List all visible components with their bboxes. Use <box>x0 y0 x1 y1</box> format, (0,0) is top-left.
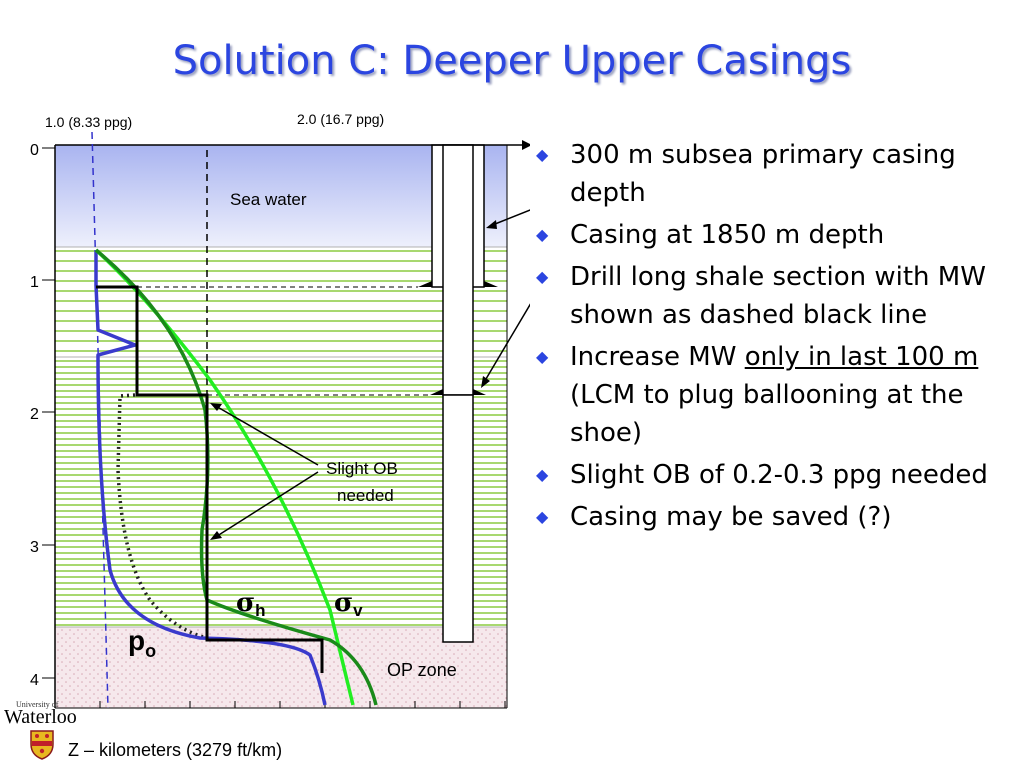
pore-pressure-curve <box>94 250 327 706</box>
logo-name-text: Waterloo <box>4 706 77 728</box>
slight-ob-label-line1: Slight OB <box>326 459 398 478</box>
mud-weight-staircase <box>96 285 324 673</box>
diamond-bullet-icon: ◆ <box>536 225 549 244</box>
bullet-item: ◆ Casing may be saved (?) <box>530 498 1020 536</box>
upper-casing-shoe-right <box>484 281 498 287</box>
mud-weight-dotted-line <box>116 393 208 640</box>
pore-pressure-label: po <box>128 625 156 661</box>
upper-casing-shoe-left <box>418 281 432 287</box>
depth-tick-2: 2 <box>30 406 39 423</box>
bullet-list: ◆ 300 m subsea primary casing depth ◆ Casi… <box>530 136 1020 540</box>
slight-ob-arrow-lower <box>213 471 319 539</box>
logo-university-text: University of <box>16 700 59 709</box>
casing-depth-diagram: 0 1 2 3 4 1.0 (8.33 ppg) 2.0 (16.7 ppg) <box>30 111 530 709</box>
depth-tick-3: 3 <box>30 539 39 556</box>
depth-tick-4: 4 <box>30 672 39 689</box>
arrow-to-intermediate-casing <box>482 303 530 385</box>
diamond-bullet-icon: ◆ <box>536 507 549 526</box>
bullet-item: ◆ Slight OB of 0.2-0.3 ppg needed <box>530 456 1020 494</box>
university-logo: University of Waterloo <box>2 700 92 764</box>
slight-ob-label-line2: needed <box>337 486 394 505</box>
diamond-bullet-icon: ◆ <box>536 145 549 164</box>
slide-title: Solution C: Deeper Upper Casings <box>172 38 852 84</box>
open-hole <box>442 394 474 643</box>
sigma-h-label: σh <box>236 588 266 620</box>
z-axis-label: Z – kilometers (3279 ft/km) <box>68 740 283 760</box>
depth-tick-0: 0 <box>30 142 39 159</box>
depth-tick-1: 1 <box>30 274 39 291</box>
bullet-item: ◆ Casing at 1850 m depth <box>530 216 1020 254</box>
slight-ob-arrow-upper <box>213 404 319 466</box>
intermediate-casing-shoe-left <box>430 389 443 395</box>
sea-water-label: Sea water <box>230 190 307 209</box>
shield-crest-icon <box>30 730 54 760</box>
arrow-to-upper-casing <box>489 209 530 227</box>
lower-shale-layer <box>55 357 507 627</box>
diamond-bullet-icon: ◆ <box>536 347 549 366</box>
bullet-item: ◆ Drill long shale section with MW shown … <box>530 258 1020 334</box>
intermediate-casing <box>442 144 474 396</box>
diamond-bullet-icon: ◆ <box>536 465 549 484</box>
diamond-bullet-icon: ◆ <box>536 267 549 286</box>
bullet-item: ◆ Increase MW only in last 100 m (LCM to … <box>530 338 1020 452</box>
sigma-h-curve <box>94 248 378 706</box>
top-axis-label-2: 2.0 (16.7 ppg) <box>297 111 384 127</box>
top-axis-label-1: 1.0 (8.33 ppg) <box>45 114 132 130</box>
intermediate-casing-shoe-right <box>473 389 486 395</box>
sigma-v-label: σv <box>334 588 363 620</box>
op-zone-label: OP zone <box>387 660 457 680</box>
bullet-item: ◆ 300 m subsea primary casing depth <box>530 136 1020 212</box>
